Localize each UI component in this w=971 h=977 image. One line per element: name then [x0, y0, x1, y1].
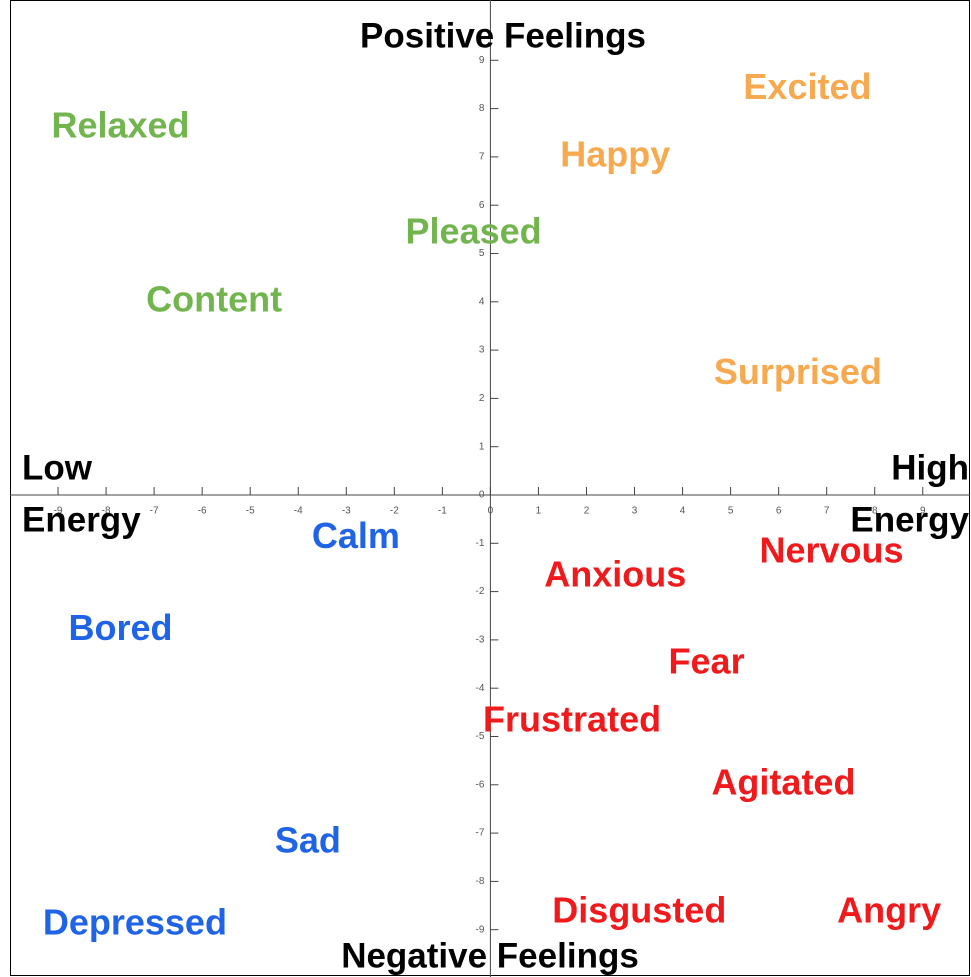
left-label: Low	[22, 448, 93, 487]
right-label: High	[891, 448, 969, 487]
emotion-word: Sad	[275, 819, 341, 860]
y-tick-label: -7	[475, 828, 484, 839]
emotion-word: Excited	[743, 66, 871, 107]
x-tick-label: -5	[246, 506, 255, 517]
y-tick-label: 6	[479, 200, 485, 211]
emotion-word: Disgusted	[552, 889, 726, 930]
emotion-word: Frustrated	[483, 699, 661, 740]
x-tick-label: 6	[776, 506, 782, 517]
y-tick-label: -2	[475, 586, 484, 597]
y-tick-label: 1	[479, 441, 485, 452]
y-tick-label: -1	[475, 538, 484, 549]
x-tick-label: -2	[390, 506, 399, 517]
emotion-word: Relaxed	[51, 104, 189, 145]
emotion-word: Anxious	[544, 554, 686, 595]
y-tick-label: -8	[475, 876, 484, 887]
emotion-word: Agitated	[711, 761, 855, 802]
emotion-word: Surprised	[714, 351, 882, 392]
emotion-word: Nervous	[759, 529, 903, 570]
y-tick-label: 9	[479, 55, 485, 66]
y-tick-label: 0	[479, 490, 485, 501]
x-tick-label: 3	[632, 506, 638, 517]
y-tick-label: -4	[475, 683, 484, 694]
emotion-word: Fear	[669, 641, 745, 682]
y-tick-label: 5	[479, 248, 485, 259]
x-tick-label: 9	[920, 506, 926, 517]
x-tick-label: 2	[584, 506, 590, 517]
y-tick-label: 2	[479, 393, 485, 404]
x-tick-label: 0	[488, 506, 494, 517]
y-tick-label: 4	[479, 296, 485, 307]
x-tick-label: -3	[342, 506, 351, 517]
bottom-label: Negative Feelings	[341, 936, 639, 975]
y-tick-label: -6	[475, 779, 484, 790]
emotion-word: Calm	[312, 515, 400, 556]
top-label: Positive Feelings	[360, 16, 646, 55]
y-tick-label: 8	[479, 103, 485, 114]
x-tick-label: -7	[150, 506, 159, 517]
emotion-word: Depressed	[43, 901, 227, 942]
emotion-word: Pleased	[406, 211, 542, 252]
x-tick-label: 8	[872, 506, 878, 517]
x-tick-label: 7	[824, 506, 830, 517]
emotion-word: Bored	[68, 607, 172, 648]
x-tick-label: -6	[198, 506, 207, 517]
left-label: Energy	[22, 500, 141, 539]
y-tick-label: -3	[475, 635, 484, 646]
x-tick-label: 1	[536, 506, 542, 517]
right-label: Energy	[850, 500, 969, 539]
x-tick-label: -9	[54, 506, 63, 517]
emotion-word: Angry	[837, 889, 941, 930]
y-tick-label: 7	[479, 152, 485, 163]
y-tick-label: -5	[475, 731, 484, 742]
emotion-word: Happy	[560, 133, 670, 174]
x-tick-label: -4	[294, 506, 303, 517]
x-tick-label: 4	[680, 506, 686, 517]
y-tick-label: 3	[479, 345, 485, 356]
y-tick-label: -9	[475, 924, 484, 935]
x-tick-label: 5	[728, 506, 734, 517]
x-tick-label: -8	[102, 506, 111, 517]
emotion-word: Content	[146, 278, 282, 319]
x-tick-label: -1	[438, 506, 447, 517]
